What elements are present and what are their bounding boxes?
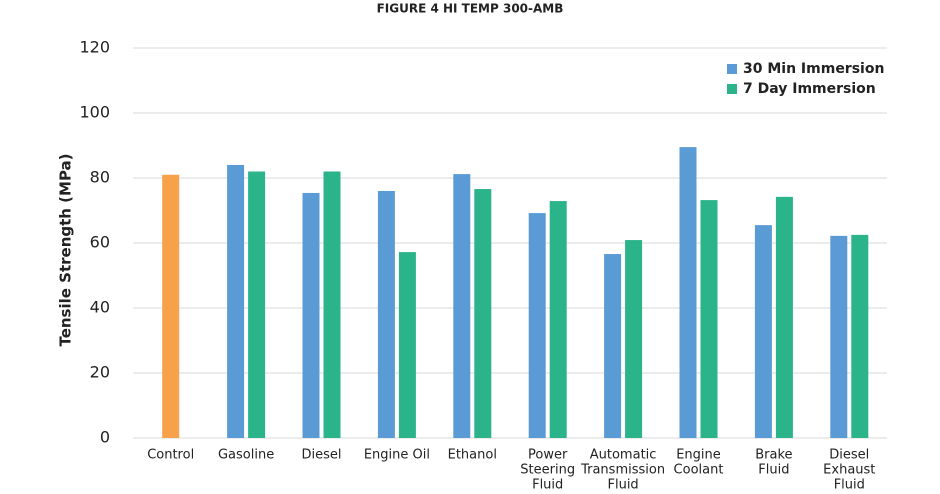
- x-tick-label: Brake: [755, 448, 792, 463]
- bar: [830, 235, 848, 438]
- x-tick-label: Automatic: [590, 448, 657, 463]
- legend-swatch: [727, 64, 737, 74]
- bar: [474, 189, 492, 438]
- x-tick-label: Engine: [676, 448, 721, 463]
- x-tick-label: Exhaust: [823, 463, 875, 478]
- x-tick-label: Control: [147, 448, 194, 463]
- bar: [604, 254, 622, 438]
- bar: [775, 196, 793, 438]
- bar: [398, 252, 416, 438]
- x-tick-label: Coolant: [674, 463, 724, 478]
- bar: [162, 174, 180, 438]
- bar: [528, 213, 546, 438]
- y-tick-label: 100: [79, 103, 110, 122]
- x-tick-label: Transmission: [580, 463, 665, 478]
- x-tick-label: Fluid: [607, 478, 638, 493]
- y-tick-label: 120: [79, 38, 110, 57]
- legend-label: 7 Day Immersion: [743, 81, 876, 97]
- y-axis-label: Tensile Strength (MPa): [57, 153, 75, 346]
- y-tick-label: 0: [100, 428, 110, 447]
- x-tick-label: Engine Oil: [364, 448, 430, 463]
- x-tick-label: Diesel: [829, 448, 869, 463]
- chart-title: FIGURE 4 HI TEMP 300-AMB: [377, 2, 564, 16]
- x-tick-label: Fluid: [532, 478, 563, 493]
- bar: [851, 234, 869, 438]
- y-tick-label: 60: [90, 233, 110, 252]
- bar: [227, 165, 245, 438]
- y-tick-label: 40: [90, 298, 110, 317]
- bar: [453, 174, 471, 438]
- y-tick-label: 80: [90, 168, 110, 187]
- x-tick-label: Fluid: [758, 463, 789, 478]
- bar: [302, 192, 320, 438]
- legend-swatch: [727, 84, 737, 94]
- x-tick-label: Diesel: [301, 448, 341, 463]
- x-tick-label: Fluid: [834, 478, 865, 493]
- bar: [700, 200, 718, 438]
- bar: [679, 147, 697, 438]
- bar: [625, 240, 643, 438]
- x-tick-label: Ethanol: [448, 448, 497, 463]
- y-tick-label: 20: [90, 363, 110, 382]
- bar: [377, 191, 395, 438]
- bar: [754, 225, 772, 438]
- bar: [549, 201, 567, 438]
- legend-label: 30 Min Immersion: [743, 61, 884, 77]
- x-tick-label: Gasoline: [218, 448, 274, 463]
- x-tick-label: Steering: [520, 463, 575, 478]
- bar: [323, 171, 341, 438]
- bar: [248, 171, 266, 438]
- x-tick-label: Power: [528, 448, 568, 463]
